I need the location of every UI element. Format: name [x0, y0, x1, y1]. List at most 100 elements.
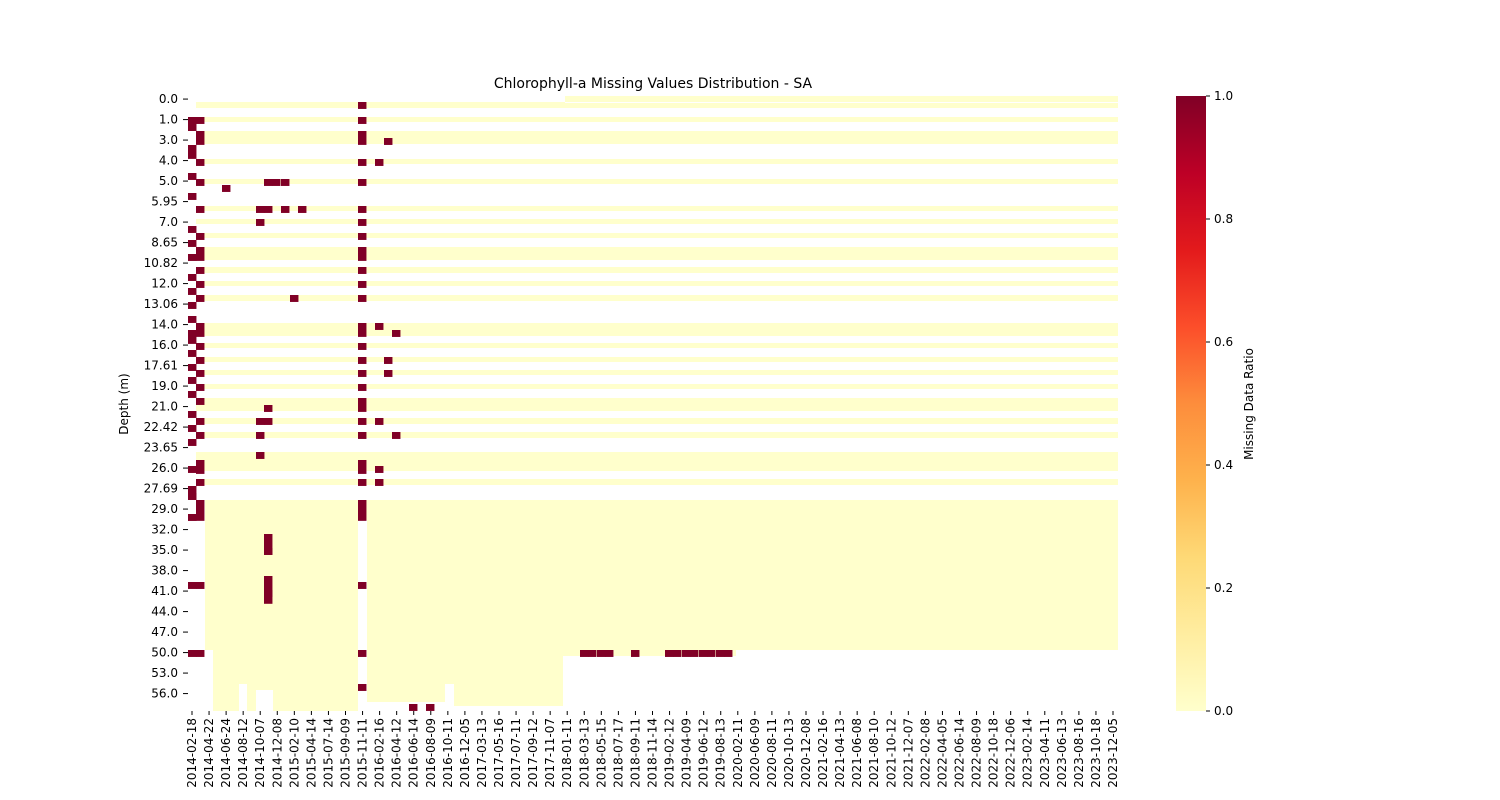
x-tick-label: 2014-06-24	[219, 718, 233, 788]
missing-cell	[707, 650, 716, 657]
colorbar-tick-label: 0.4	[1214, 458, 1233, 472]
depth-band	[196, 206, 1118, 211]
missing-cell	[384, 138, 393, 145]
missing-cell	[298, 206, 307, 213]
x-tick-label: 2019-02-12	[663, 718, 677, 788]
y-tick-label: 32.0	[151, 523, 178, 537]
depth-band	[196, 281, 1118, 286]
missing-cell	[409, 704, 418, 711]
y-tick-label: 12.0	[151, 277, 178, 291]
missing-cell	[272, 179, 281, 186]
missing-cell	[196, 582, 205, 589]
missing-cell	[358, 343, 367, 350]
depth-band	[196, 452, 1118, 471]
x-tick-label: 2018-09-11	[628, 718, 642, 788]
depth-band	[196, 343, 1118, 348]
missing-cell	[358, 432, 367, 439]
missing-cell	[375, 479, 384, 486]
missing-cell	[264, 590, 273, 597]
x-tick-label: 2020-08-11	[765, 718, 779, 788]
bottom-region	[454, 650, 563, 706]
x-tick-label: 2022-12-06	[1004, 718, 1018, 788]
missing-cell	[358, 418, 367, 425]
missing-cell	[196, 460, 205, 474]
x-tick-label: 2023-02-14	[1021, 718, 1035, 788]
x-tick-label: 2018-05-15	[594, 718, 608, 788]
bottom-region	[445, 650, 454, 684]
bottom-region	[273, 650, 358, 711]
bottom-region	[256, 650, 273, 690]
y-tick-label: 8.65	[151, 236, 178, 250]
x-tick-label: 2017-05-16	[492, 718, 506, 788]
x-tick-label: 2021-06-08	[850, 718, 864, 788]
missing-cell	[631, 650, 640, 657]
depth-band	[196, 323, 1118, 336]
bottom-region	[563, 650, 736, 656]
x-tick-label: 2016-06-14	[407, 718, 421, 788]
missing-cell	[358, 179, 367, 186]
missing-cell	[188, 514, 197, 521]
x-tick-label: 2014-02-18	[185, 718, 199, 788]
depth-band	[196, 131, 1118, 144]
missing-cell	[665, 650, 674, 657]
missing-cell	[264, 206, 273, 213]
colorbar-tick-label: 1.0	[1214, 89, 1233, 103]
chart-title: Chlorophyll-a Missing Values Distributio…	[494, 76, 813, 92]
x-tick-label: 2019-08-13	[714, 718, 728, 788]
missing-cell	[196, 281, 205, 288]
missing-cell	[358, 117, 367, 124]
x-tick-label: 2023-08-16	[1072, 718, 1086, 788]
x-tick-label: 2014-08-12	[236, 718, 250, 788]
x-tick-labels: 2014-02-18 2014-04-22 2014-06-24 2014-08-12…	[185, 711, 1120, 788]
missing-cell	[358, 206, 367, 213]
x-tick-label: 2023-10-18	[1089, 718, 1103, 788]
missing-cell	[222, 185, 231, 192]
missing-cell	[196, 295, 205, 302]
missing-cell	[188, 124, 197, 131]
depth-band	[196, 479, 1118, 485]
y-tick-label: 27.69	[144, 482, 178, 496]
missing-cell	[358, 247, 367, 261]
missing-cell	[605, 650, 614, 657]
missing-cell	[196, 247, 205, 261]
x-tick-label: 2022-06-14	[953, 718, 967, 788]
y-tick-label: 29.0	[151, 502, 178, 516]
missing-cell	[597, 650, 606, 657]
missing-cell	[264, 534, 273, 555]
y-tick-label: 3.0	[159, 133, 178, 147]
missing-cell	[358, 295, 367, 302]
missing-cell	[188, 254, 197, 261]
missing-cell	[188, 302, 197, 309]
y-tick-label: 23.65	[144, 441, 178, 455]
y-tick-label: 1.0	[159, 113, 178, 127]
missing-cell	[256, 418, 265, 425]
y-tick-label: 35.0	[151, 543, 178, 557]
x-tick-label: 2017-03-13	[475, 718, 489, 788]
depth-band	[196, 295, 1118, 301]
depth-band	[196, 233, 1118, 238]
missing-cell	[358, 102, 367, 109]
y-tick-label: 22.42	[144, 420, 178, 434]
x-tick-label: 2022-02-08	[918, 718, 932, 788]
depth-band	[196, 247, 1118, 260]
missing-cell	[384, 357, 393, 364]
missing-cell	[358, 323, 367, 337]
colorbar	[1176, 96, 1206, 711]
missing-cell	[196, 267, 205, 274]
missing-cell	[196, 206, 205, 213]
missing-cell	[188, 377, 197, 384]
y-tick-label: 5.95	[151, 195, 178, 209]
x-tick-label: 2022-08-09	[970, 718, 984, 788]
y-tick-label: 5.0	[159, 174, 178, 188]
missing-cell	[392, 432, 401, 439]
missing-cell	[358, 398, 367, 412]
depth-band	[196, 432, 1118, 438]
x-tick-label: 2016-12-05	[458, 718, 472, 788]
missing-cell	[256, 219, 265, 226]
missing-blocks	[188, 102, 733, 711]
missing-cell	[426, 704, 435, 711]
missing-cell	[375, 323, 384, 330]
x-tick-label: 2018-03-13	[577, 718, 591, 788]
depth-band	[196, 159, 1118, 164]
